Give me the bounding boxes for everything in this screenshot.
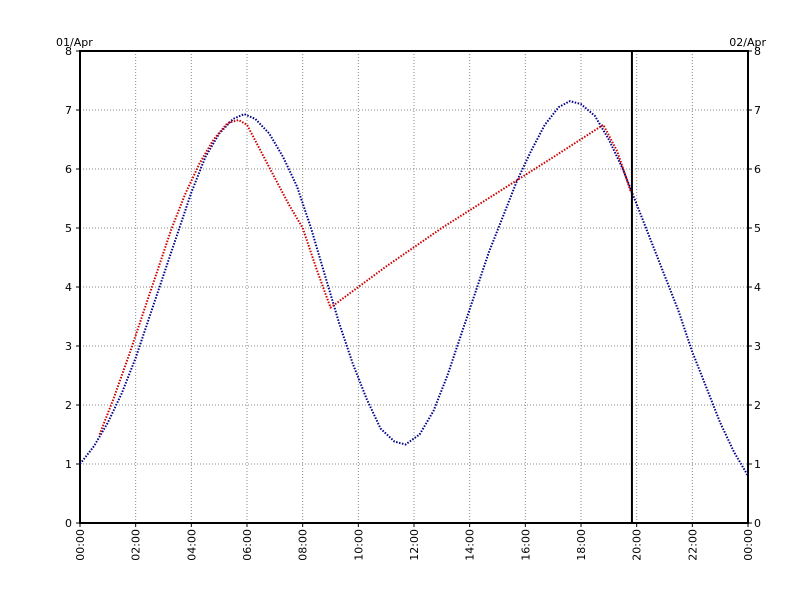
y-tick-label-right: 1 [754, 458, 761, 471]
date-start-label: 01/Apr [56, 36, 93, 49]
y-tick-label-left: 5 [65, 222, 72, 235]
x-tick-label: 12:00 [408, 529, 421, 561]
y-tick-label-right: 4 [754, 281, 761, 294]
y-tick-label-left: 2 [65, 399, 72, 412]
series-layer [79, 100, 749, 477]
x-tick-label: 20:00 [631, 529, 644, 561]
date-end-label: 02/Apr [729, 36, 766, 49]
y-tick-label-left: 4 [65, 281, 72, 294]
x-tick-label: 14:00 [464, 529, 477, 561]
y-tick-label-left: 7 [65, 104, 72, 117]
y-tick-label-right: 3 [754, 340, 761, 353]
y-tick-label-left: 3 [65, 340, 72, 353]
x-tick-label: 16:00 [519, 529, 532, 561]
x-tick-label: 08:00 [297, 529, 310, 561]
y-tick-label-right: 6 [754, 163, 761, 176]
x-tick-label: 02:00 [130, 529, 143, 561]
grid [80, 51, 748, 523]
y-tick-label-right: 0 [754, 517, 761, 530]
y-tick-label-left: 0 [65, 517, 72, 530]
x-tick-label: 10:00 [352, 529, 365, 561]
x-tick-label: 04:00 [185, 529, 198, 561]
y-tick-label-left: 8 [65, 45, 72, 58]
axis-ticks: 0 0 1 1 2 2 3 3 4 4 5 5 6 6 7 7 8 8 00:00 02:00 04:00 06:00 08… [65, 45, 761, 561]
x-tick-label: 18:00 [575, 529, 588, 561]
series-line-1 [79, 100, 749, 477]
x-tick-label: 06:00 [241, 529, 254, 561]
x-tick-label: 00:00 [74, 529, 87, 561]
y-tick-label-left: 1 [65, 458, 72, 471]
y-tick-label-right: 5 [754, 222, 761, 235]
y-tick-label-right: 7 [754, 104, 761, 117]
x-tick-label: 22:00 [686, 529, 699, 561]
series-line-2 [98, 119, 633, 435]
y-tick-label-right: 2 [754, 399, 761, 412]
x-tick-label: 00:00 [742, 529, 755, 561]
y-tick-label-right: 8 [754, 45, 761, 58]
y-tick-label-left: 6 [65, 163, 72, 176]
